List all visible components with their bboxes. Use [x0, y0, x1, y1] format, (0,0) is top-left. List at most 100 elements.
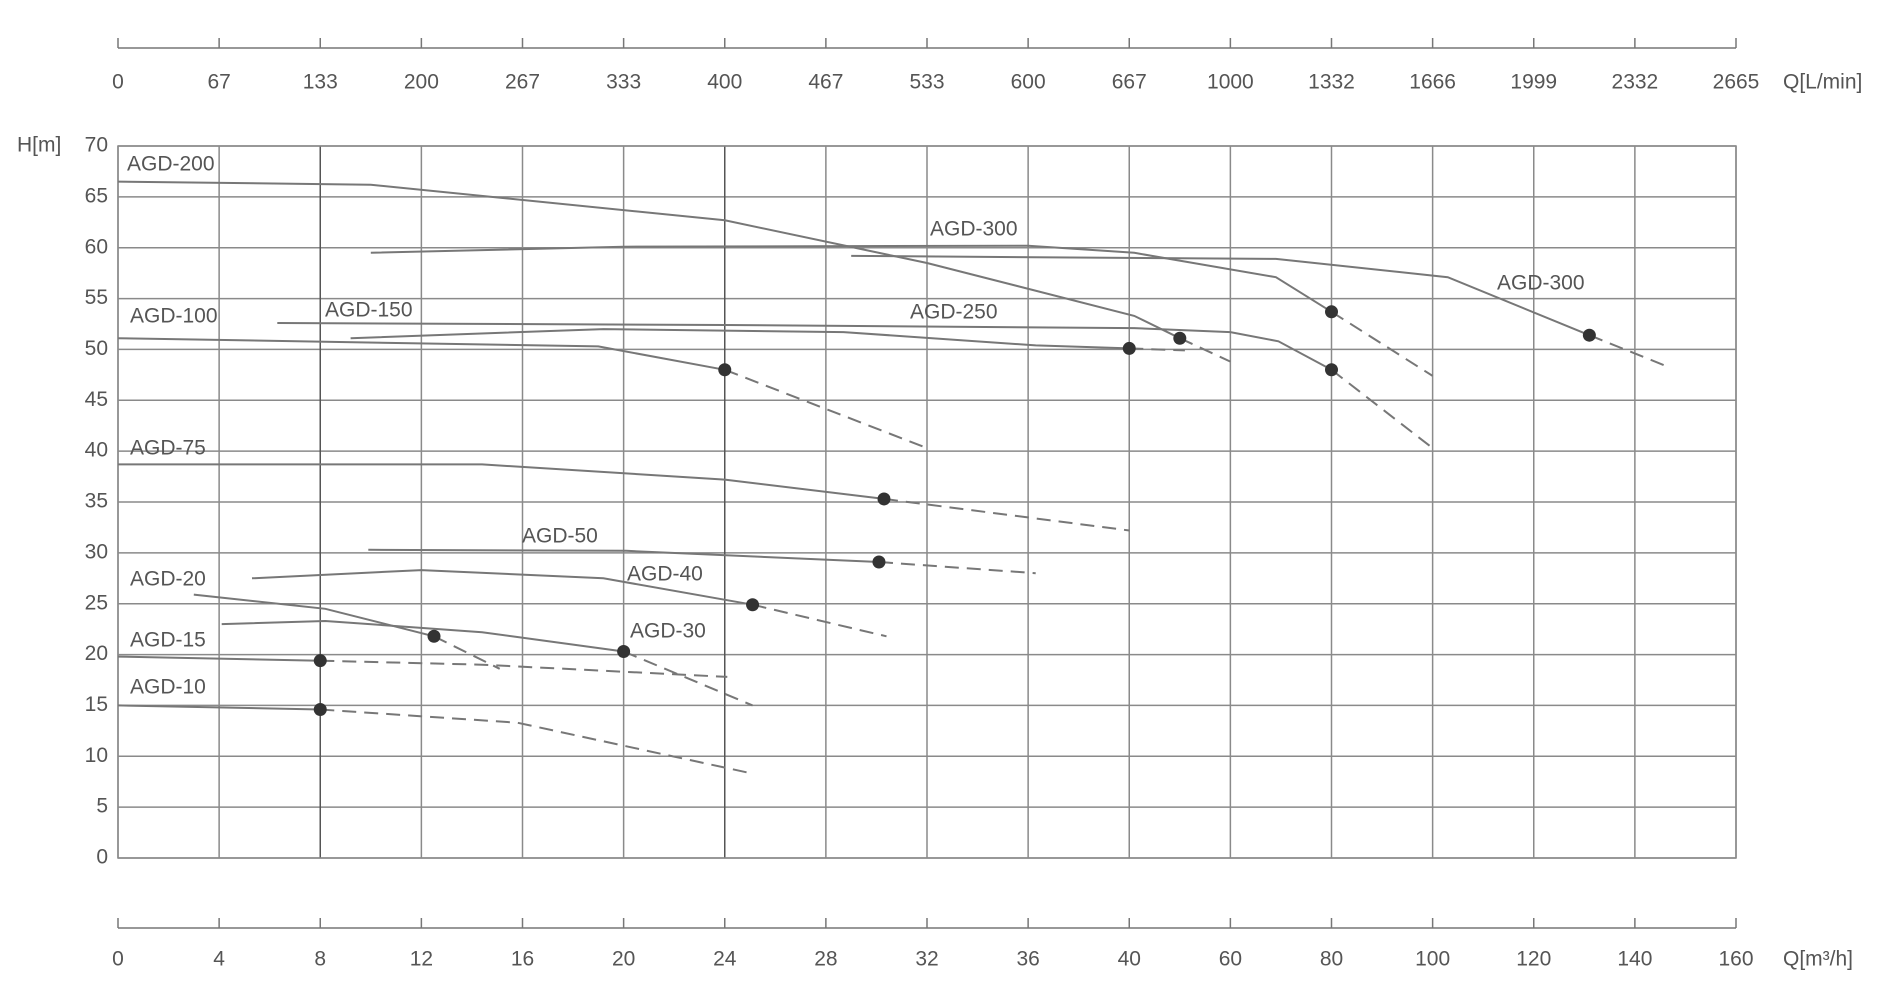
curve-dashed — [1179, 337, 1231, 363]
y-tick-label: 10 — [85, 744, 108, 767]
x-tick-label: 8 — [314, 948, 326, 971]
curve — [251, 569, 753, 606]
x-tick-label: 100 — [1415, 948, 1450, 971]
curve-dashed — [320, 708, 753, 775]
series-label: AGD-100 — [130, 305, 218, 328]
x-tick-label: 160 — [1718, 948, 1753, 971]
curve-dashed — [883, 497, 1130, 532]
operating-point — [872, 555, 886, 569]
operating-point — [877, 492, 891, 506]
operating-point — [746, 598, 760, 612]
y-tick-label: 60 — [85, 235, 108, 258]
series-label: AGD-10 — [130, 676, 206, 699]
x2-tick-label: 67 — [207, 71, 230, 94]
curve — [118, 463, 885, 500]
series-label: AGD-300 — [1497, 272, 1585, 295]
x-tick-label: 40 — [1118, 948, 1141, 971]
x2-tick-label: 1332 — [1308, 71, 1355, 94]
x-tick-label: 12 — [410, 948, 433, 971]
series-label: AGD-200 — [127, 153, 215, 176]
x2-tick-label: 200 — [404, 71, 439, 94]
series-label: AGD-20 — [130, 568, 206, 591]
plot-border — [117, 145, 1737, 859]
x-tick-label: 80 — [1320, 948, 1343, 971]
x2-tick-label: 467 — [808, 71, 843, 94]
x-tick-label: 32 — [915, 948, 938, 971]
series-label: AGD-150 — [325, 299, 413, 322]
operating-point — [718, 363, 732, 377]
x2-tick-label: 333 — [606, 71, 641, 94]
curve-dashed — [320, 659, 728, 678]
x2-tick-label: 267 — [505, 71, 540, 94]
curve — [117, 704, 321, 711]
x-tick-label: 140 — [1617, 948, 1652, 971]
x-tick-label: 0 — [112, 948, 124, 971]
x-tick-label: 36 — [1016, 948, 1039, 971]
y-tick-label: 25 — [85, 591, 108, 614]
operating-point — [617, 645, 631, 659]
operating-point — [1173, 331, 1187, 345]
curve — [221, 619, 624, 653]
y-tick-label: 30 — [85, 540, 108, 563]
curve-dashed — [623, 650, 753, 707]
y-tick-label: 40 — [85, 439, 108, 462]
y-tick-label: 0 — [96, 846, 108, 869]
operating-point — [427, 629, 441, 643]
x2-tick-label: 600 — [1011, 71, 1046, 94]
x-tick-label: 4 — [213, 948, 225, 971]
curve — [851, 254, 1590, 337]
y-tick-label: 20 — [85, 642, 108, 665]
series-label: AGD-300 — [930, 218, 1018, 241]
x2-tick-label: 2332 — [1612, 71, 1659, 94]
x2-tick-label: 1000 — [1207, 71, 1254, 94]
x2-tick-label: 0 — [112, 71, 124, 94]
operating-point — [1325, 363, 1338, 377]
curve-dashed — [1330, 369, 1434, 449]
x-tick-label: 60 — [1219, 948, 1242, 971]
x-tick-label: 16 — [511, 948, 534, 971]
x2-tick-label: 2665 — [1713, 71, 1760, 94]
y-axis-title: H[m] — [17, 134, 61, 157]
x2-tick-label: 533 — [909, 71, 944, 94]
series-label: AGD-40 — [627, 563, 703, 586]
x2-tick-label: 667 — [1112, 71, 1147, 94]
y-tick-label: 65 — [85, 184, 108, 207]
y-tick-label: 70 — [85, 134, 108, 157]
y-tick-label: 5 — [96, 795, 108, 818]
x2-tick-label: 400 — [707, 71, 742, 94]
curve-dashed — [1589, 334, 1671, 369]
series-label: AGD-75 — [130, 437, 206, 460]
curve-dashed — [724, 368, 928, 450]
curve-dashed — [752, 603, 887, 638]
operating-point — [1122, 341, 1136, 355]
curve — [368, 548, 880, 563]
operating-point — [1325, 305, 1338, 319]
curve — [117, 180, 1181, 340]
x2-tick-label: 133 — [303, 71, 338, 94]
series-label: AGD-50 — [522, 525, 598, 548]
y-tick-label: 45 — [85, 388, 108, 411]
curve — [370, 244, 1333, 313]
x-axis-title: Q[m³/h] — [1783, 948, 1853, 971]
curve — [117, 655, 321, 662]
curve — [277, 322, 1332, 371]
y-tick-label: 35 — [85, 490, 108, 513]
x-tick-label: 120 — [1516, 948, 1551, 971]
x2-axis-title: Q[L/min] — [1783, 71, 1862, 94]
series-label: AGD-250 — [910, 301, 998, 324]
curve-dashed — [433, 635, 501, 670]
curve — [193, 593, 435, 638]
x2-tick-label: 1999 — [1510, 71, 1557, 94]
curve — [350, 328, 1130, 350]
curve-dashed — [1330, 310, 1434, 377]
curve-dashed — [878, 561, 1036, 575]
curve — [117, 337, 725, 371]
x-tick-label: 28 — [814, 948, 837, 971]
operating-point — [1582, 328, 1596, 342]
x-tick-label: 24 — [713, 948, 737, 971]
curve-dashed — [1129, 347, 1185, 352]
x-tick-label: 20 — [612, 948, 635, 971]
y-tick-label: 15 — [85, 693, 108, 716]
y-tick-label: 50 — [85, 337, 108, 360]
